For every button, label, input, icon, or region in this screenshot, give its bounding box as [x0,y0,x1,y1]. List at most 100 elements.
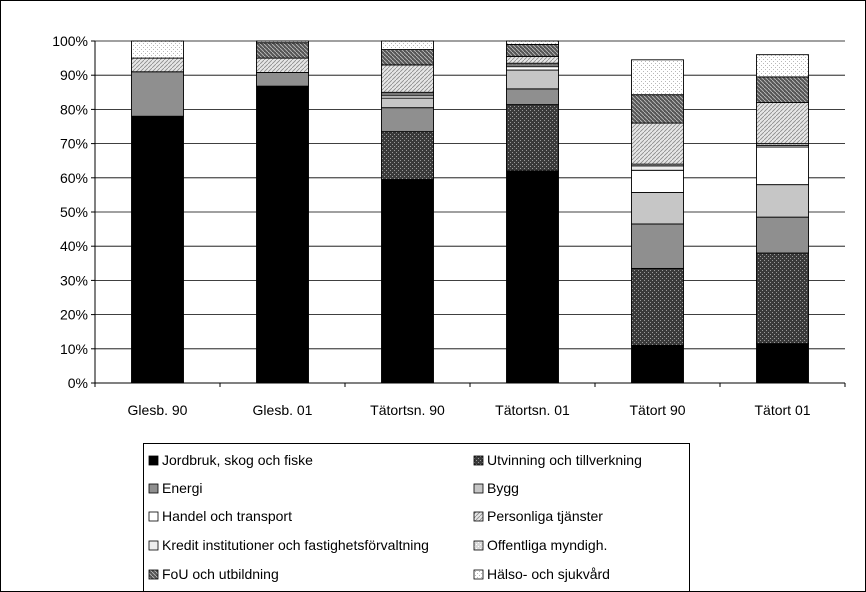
bar-segment-energi [131,71,184,117]
legend-swatch [148,540,159,551]
bar-stack-glesb-01 [256,40,309,384]
bar-segment-fou-och-utbildning [506,43,559,57]
legend-swatch [473,540,484,551]
legend-swatch [148,483,159,494]
legend-label: FoU och utbildning [162,566,279,582]
bar-segment-energi [506,88,559,106]
bar-segment-fou-och-utbildning [631,94,684,124]
y-tick-label: 60% [60,170,88,186]
bar-segment-jordbruk-skog-och-fiske [756,343,809,384]
legend-swatch [148,455,159,466]
bar-segment-personliga-tjanster [506,55,559,64]
legend-label: Offentliga myndigh. [487,537,607,553]
bar-segment-jordbruk-skog-och-fiske [131,115,184,384]
legend-item-fou-och-utbildning: FoU och utbildning [148,566,279,582]
bar-segment-halso-och-sjukvard [506,40,559,45]
bar-segment-energi [381,107,434,133]
legend-label: Kredit institutioner och fastighetsförva… [162,537,429,553]
bar-segment-bygg [631,192,684,225]
bar-segment-utvinning-och-tillverkning [381,131,434,180]
x-category-label: Glesb. 90 [128,402,188,418]
x-category-label: Tätort 90 [629,402,685,418]
x-category-label: Tätortsn. 90 [370,402,445,418]
bar-stack-glesb-90 [131,40,184,384]
y-tick-label: 0% [68,375,88,391]
bar-segment-jordbruk-skog-och-fiske [256,85,309,384]
bar-segment-personliga-tjanster [381,64,434,93]
bar-segment-jordbruk-skog-och-fiske [631,344,684,384]
bar-segment-bygg [506,69,559,90]
bar-segment-handel-och-transport [631,169,684,193]
legend-swatch [473,455,484,466]
legend-item-personliga-tjanster: Personliga tjänster [473,508,603,524]
legend-item-utvinning-och-tillverkning: Utvinning och tillverkning [473,452,642,468]
legend-swatch [473,483,484,494]
y-tick-label: 10% [60,341,88,357]
legend-item-jordbruk-skog-och-fiske: Jordbruk, skog och fiske [148,452,313,468]
x-category-label: Tätortsn. 01 [495,402,570,418]
bar-stack-tatort-01 [756,54,809,384]
bar-segment-fou-och-utbildning [756,76,809,104]
bar-segment-kredit-institutioner-och-fastighetsforvaltning [631,165,684,171]
bars-group [131,40,809,384]
legend-item-bygg: Bygg [473,480,519,496]
x-axis-labels: Glesb. 90 Glesb. 01 Tätortsn. 90 Tätortsn. … [94,383,846,418]
grid-lines [95,40,845,350]
legend-item-kredit-institutioner-och-fastighetsforvaltning: Kredit institutioner och fastighetsförva… [148,537,429,553]
y-tick-label: 70% [60,136,88,152]
bar-segment-halso-och-sjukvard [631,59,684,96]
bar-segment-handel-och-transport [756,146,809,186]
bar-segment-halso-och-sjukvard [131,40,184,59]
legend-swatch [148,569,159,580]
y-tick-label: 40% [60,238,88,254]
legend-label: Utvinning och tillverkning [487,452,642,468]
bar-segment-halso-och-sjukvard [256,40,309,44]
bar-segment-fou-och-utbildning [256,42,309,59]
legend-label: Bygg [487,480,519,496]
x-category-label: Tätort 01 [754,402,810,418]
bar-segment-personliga-tjanster [131,57,184,73]
bar-stack-tatortsn-90 [381,40,434,384]
bar-segment-bygg [381,97,434,109]
legend-swatch [473,511,484,522]
legend-swatch [473,569,484,580]
bar-segment-energi [631,223,684,269]
legend-item-offentliga-myndigh: Offentliga myndigh. [473,537,607,553]
bar-segment-halso-och-sjukvard [756,54,809,78]
bar-stack-tatort-90 [631,59,684,384]
legend-label: Jordbruk, skog och fiske [162,452,313,468]
bar-segment-utvinning-och-tillverkning [756,252,809,345]
legend-box [143,443,690,592]
y-tick-label: 100% [52,33,88,49]
y-tick-label: 50% [60,204,88,220]
bar-segment-jordbruk-skog-och-fiske [506,170,559,384]
bar-segment-utvinning-och-tillverkning [506,104,559,172]
bar-segment-halso-och-sjukvard [381,40,434,51]
legend-item-halso-och-sjukvard: Hälso- och sjukvård [473,566,610,582]
bar-segment-personliga-tjanster [756,102,809,145]
y-tick-label: 20% [60,307,88,323]
legend-swatch [148,511,159,522]
legend: Jordbruk, skog och fiske Utvinning och ti… [143,443,690,592]
legend-label: Personliga tjänster [487,508,603,524]
bar-segment-energi [756,216,809,254]
bar-stack-tatortsn-01 [506,40,559,384]
y-tick-label: 30% [60,272,88,288]
bar-segment-personliga-tjanster [631,122,684,165]
y-axis-ticks: 0% 10% 20% 30% 40% 50% 60% 70% 80% 90% 100% [52,33,95,391]
bar-segment-fou-och-utbildning [381,49,434,66]
y-tick-label: 90% [60,67,88,83]
legend-item-handel-och-transport: Handel och transport [148,508,292,524]
legend-label: Energi [162,480,202,496]
legend-item-energi: Energi [148,480,202,496]
y-tick-label: 80% [60,101,88,117]
bar-segment-energi [256,72,309,87]
legend-label: Hälso- och sjukvård [487,566,610,582]
legend-label: Handel och transport [162,508,292,524]
bar-segment-utvinning-och-tillverkning [631,267,684,346]
bar-segment-bygg [756,184,809,218]
bar-segment-handel-och-transport [506,66,559,71]
x-category-label: Glesb. 01 [253,402,313,418]
